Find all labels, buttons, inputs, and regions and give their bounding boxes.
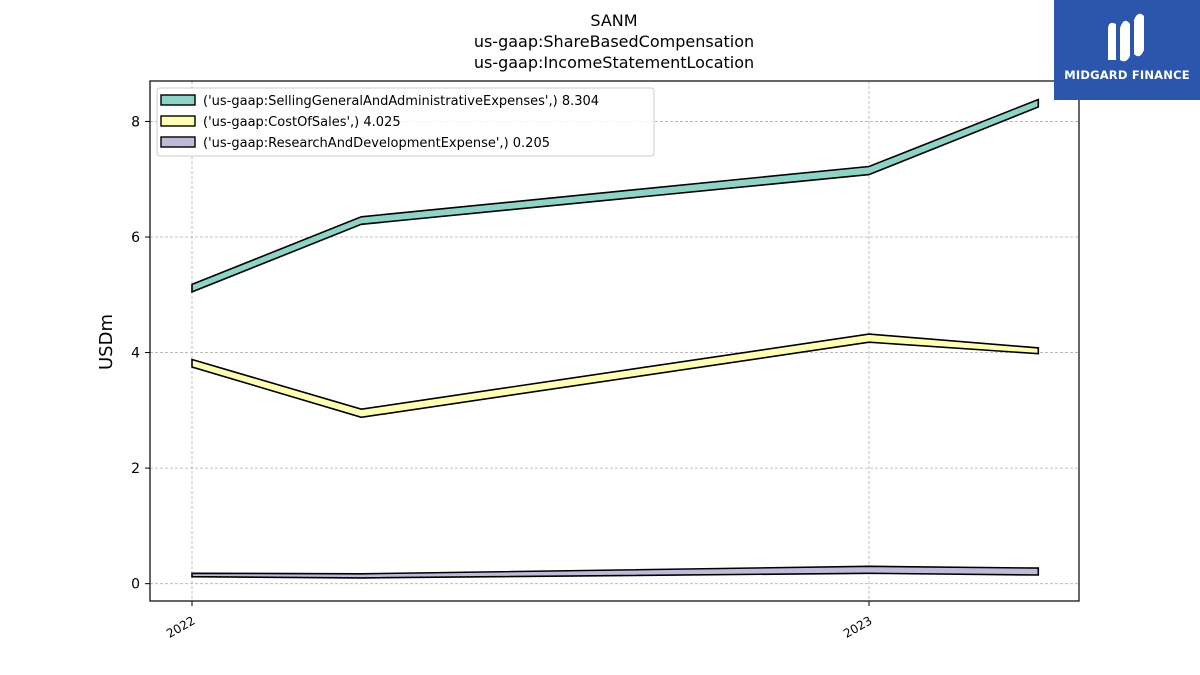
midgard-finance-logo: MIDGARD FINANCE: [1054, 0, 1200, 100]
y-tick-label-2: 4: [131, 346, 140, 362]
legend-frame: [156, 87, 655, 157]
series-areas: [191, 98, 1040, 579]
midgard-logo-icon: [1108, 13, 1144, 62]
y-tick-label-1: 2: [131, 461, 140, 477]
chart-title-line-2: us-gaap:ShareBasedCompensation: [474, 32, 754, 51]
legend-label-2: ('us-gaap:ResearchAndDevelopmentExpense'…: [203, 136, 550, 151]
series-area-0: [191, 98, 1040, 294]
chart-title-line-1: SANM: [590, 11, 637, 30]
y-axis-label: USDm: [96, 314, 117, 370]
legend-swatch-1: [160, 115, 196, 127]
series-area-2: [191, 565, 1040, 579]
x-tick-label-0: 2022: [164, 613, 197, 640]
y-tick-label-0: 0: [131, 577, 140, 593]
series-area-1: [191, 333, 1040, 419]
y-tick-label-3: 6: [131, 230, 140, 246]
legend-swatch-2: [160, 136, 196, 148]
y-tick-label-4: 8: [131, 114, 140, 130]
y-axis: 0 2 4 6 8: [131, 114, 150, 593]
chart-title-line-3: us-gaap:IncomeStatementLocation: [474, 53, 754, 72]
x-tick-label-1: 2023: [841, 613, 874, 640]
legend-label-0: ('us-gaap:SellingGeneralAndAdministrativ…: [203, 94, 599, 109]
legend-swatch-0: [160, 94, 196, 106]
plot-frame: [149, 80, 1080, 602]
legend-label-1: ('us-gaap:CostOfSales',) 4.025: [203, 115, 401, 130]
logo-text: MIDGARD FINANCE: [1064, 68, 1190, 82]
x-axis: 2022 2023: [164, 601, 875, 641]
legend: ('us-gaap:SellingGeneralAndAdministrativ…: [156, 87, 655, 157]
